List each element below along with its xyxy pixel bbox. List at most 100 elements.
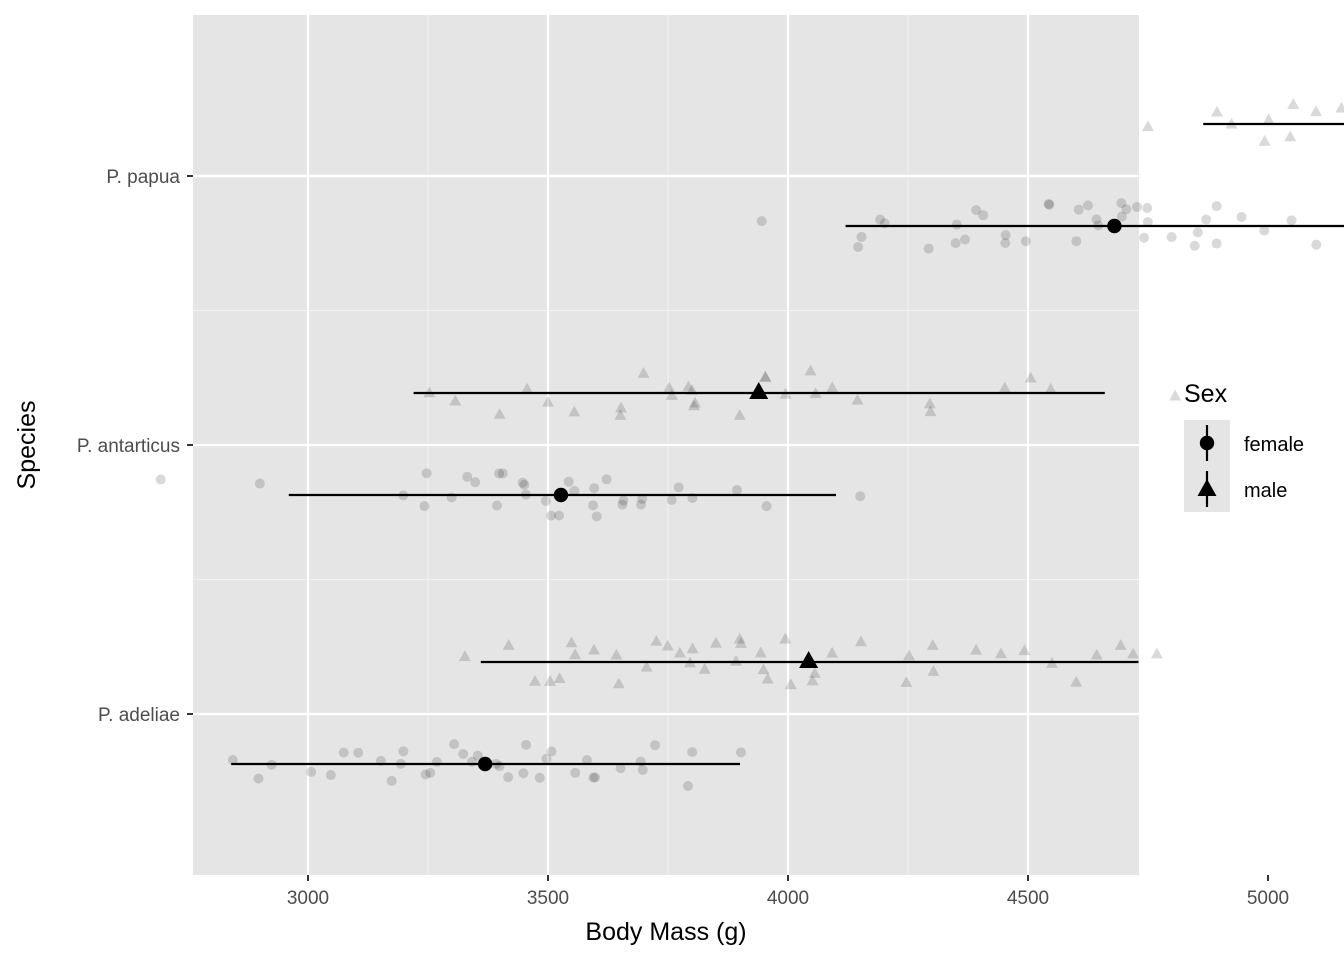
raw-point-female <box>541 753 552 764</box>
raw-point-male <box>927 665 940 676</box>
raw-point-female <box>419 501 430 512</box>
raw-point-female <box>425 767 436 778</box>
raw-point-male <box>759 370 772 382</box>
raw-point-female <box>617 499 628 510</box>
raw-point-female <box>1142 217 1153 228</box>
raw-point-female <box>420 769 431 780</box>
raw-point-female <box>1044 199 1055 210</box>
raw-point-male <box>709 636 722 648</box>
raw-point-female <box>1166 231 1177 242</box>
raw-point-female <box>563 476 574 487</box>
raw-point-female <box>421 468 432 479</box>
raw-point-male <box>754 646 767 658</box>
raw-point-female <box>1211 238 1222 249</box>
summary-markers <box>231 122 1344 772</box>
raw-point-female <box>1121 204 1132 215</box>
raw-point-male <box>587 643 600 655</box>
raw-point-female <box>306 766 317 777</box>
raw-point-female <box>666 495 677 506</box>
raw-point-male <box>808 667 821 678</box>
raw-point-female <box>687 746 698 757</box>
raw-point-male <box>1150 647 1163 659</box>
raw-point-male <box>458 650 471 661</box>
raw-point-female <box>325 770 336 781</box>
raw-point-female <box>756 216 767 227</box>
legend-label-female: female <box>1244 434 1304 456</box>
raw-point-female <box>462 471 473 482</box>
raw-point-male <box>663 381 676 393</box>
raw-point-female <box>1139 232 1150 243</box>
raw-point-female <box>581 755 592 766</box>
raw-point-male <box>544 675 557 686</box>
raw-point-female <box>761 501 772 512</box>
raw-point-male <box>970 643 983 655</box>
raw-point-female <box>497 468 508 479</box>
raw-point-female <box>353 747 364 758</box>
raw-point-male <box>733 409 746 420</box>
mean-point-female <box>1107 218 1122 234</box>
raw-point-female <box>853 241 864 252</box>
raw-point-male <box>640 660 653 672</box>
raw-point-female <box>534 772 545 783</box>
legend-key-male-point <box>1197 479 1217 496</box>
raw-point-female <box>1286 215 1297 226</box>
raw-point-female <box>554 510 565 521</box>
raw-point-female <box>589 483 600 494</box>
raw-point-male <box>688 399 701 411</box>
raw-points <box>155 98 1344 792</box>
raw-point-male <box>779 632 792 644</box>
raw-point-male <box>806 674 819 686</box>
raw-point-female <box>1116 198 1127 209</box>
raw-point-female <box>1189 240 1200 251</box>
raw-point-female <box>971 205 982 216</box>
raw-point-male <box>1335 101 1344 113</box>
raw-point-female <box>1259 225 1270 236</box>
raw-point-male <box>1284 130 1297 142</box>
raw-point-female <box>735 747 746 758</box>
mean-point-male <box>799 651 819 668</box>
x-tick-label: 4500 <box>1007 888 1049 909</box>
raw-point-male <box>541 395 554 407</box>
raw-point-male <box>1024 371 1037 383</box>
raw-point-male <box>924 405 937 417</box>
raw-point-male <box>615 401 628 413</box>
legend-label-male: male <box>1244 480 1287 502</box>
raw-point-female <box>856 231 867 242</box>
raw-point-female <box>618 495 629 506</box>
raw-point-female <box>683 781 694 792</box>
x-axis: 3000350040004500500055006000 <box>287 875 1289 909</box>
raw-point-male <box>689 396 702 408</box>
raw-point-male <box>1309 105 1322 117</box>
raw-point-male <box>661 639 674 651</box>
raw-point-male <box>568 405 581 417</box>
raw-point-female <box>546 746 557 757</box>
raw-point-female <box>1091 214 1102 225</box>
raw-point-female <box>338 747 349 758</box>
raw-point-female <box>1020 236 1031 247</box>
raw-point-male <box>923 397 936 409</box>
raw-point-female <box>1236 211 1247 222</box>
raw-point-male <box>826 381 839 393</box>
raw-point-male <box>757 663 770 675</box>
raw-point-female <box>519 479 530 490</box>
grid-major <box>193 15 1270 875</box>
raw-point-female <box>431 756 442 767</box>
raw-point-male <box>851 393 864 405</box>
raw-point-male <box>502 639 515 650</box>
x-tick-label: 3500 <box>527 888 569 909</box>
raw-point-male <box>1141 120 1154 132</box>
raw-point-male <box>423 386 436 398</box>
raw-point-female <box>731 484 742 495</box>
y-tick-label: P. papua <box>106 167 180 188</box>
raw-point-female <box>855 491 866 502</box>
raw-point-female <box>1000 238 1011 249</box>
raw-point-female <box>470 477 481 488</box>
raw-point-female <box>615 763 626 774</box>
raw-point-female <box>458 749 469 760</box>
y-tick-label: P. antarticus <box>77 436 180 457</box>
x-tick-label: 4000 <box>767 888 809 909</box>
raw-point-female <box>951 219 962 230</box>
raw-point-female <box>503 772 514 783</box>
raw-point-female <box>1311 239 1322 250</box>
raw-point-female <box>950 238 961 249</box>
